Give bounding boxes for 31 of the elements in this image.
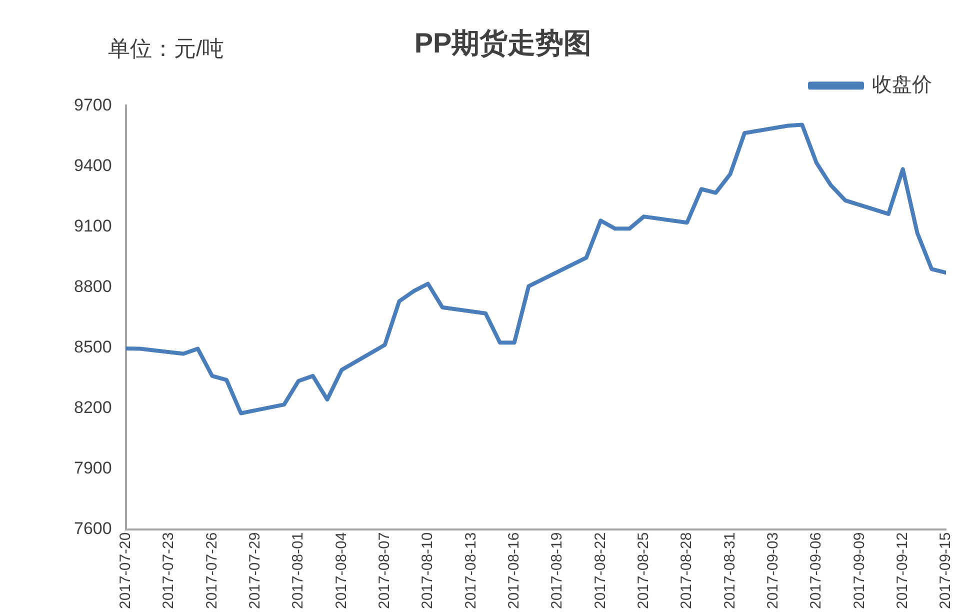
y-tick-label: 8200 [74,398,112,417]
x-tick-label: 2017-07-20 [116,532,134,610]
x-tick-label: 2017-08-25 [634,532,652,610]
x-tick-label: 2017-07-26 [203,532,220,610]
x-tick-label: 2017-07-29 [246,532,264,610]
x-tick-label: 2017-08-10 [419,532,436,610]
x-tick-label: 2017-09-09 [850,532,868,610]
x-tick-label: 2017-09-15 [937,532,954,610]
y-tick-label: 8500 [74,337,112,356]
x-tick-label: 2017-08-07 [376,532,393,610]
y-tick-label: 7600 [74,518,112,538]
x-tick-label: 2017-09-06 [808,532,825,610]
x-tick-label: 2017-09-12 [894,532,911,610]
x-tick-label: 2017-08-19 [548,532,566,610]
x-tick-label: 2017-07-23 [160,532,178,610]
x-tick-label: 2017-09-03 [764,532,782,610]
x-tick-label: 2017-08-28 [678,532,696,610]
x-tick-label: 2017-08-31 [721,532,738,610]
y-tick-label: 9100 [74,216,112,236]
x-tick-label: 2017-08-01 [290,532,307,610]
chart-title: PP期货走势图 [414,28,592,59]
y-tick-label: 8800 [74,276,112,296]
text: 单位：元/吨 [108,36,224,62]
x-tick-label: 2017-08-13 [462,532,480,610]
y-tick-label: 9400 [74,156,112,175]
x-tick-label: 2017-08-22 [592,532,609,610]
legend-label: 收盘价 [872,74,932,96]
x-tick-label: 2017-08-04 [332,532,350,610]
y-tick-label: 7900 [74,458,112,478]
y-tick-label: 9700 [74,95,112,114]
x-tick-label: 2017-08-16 [505,532,522,610]
